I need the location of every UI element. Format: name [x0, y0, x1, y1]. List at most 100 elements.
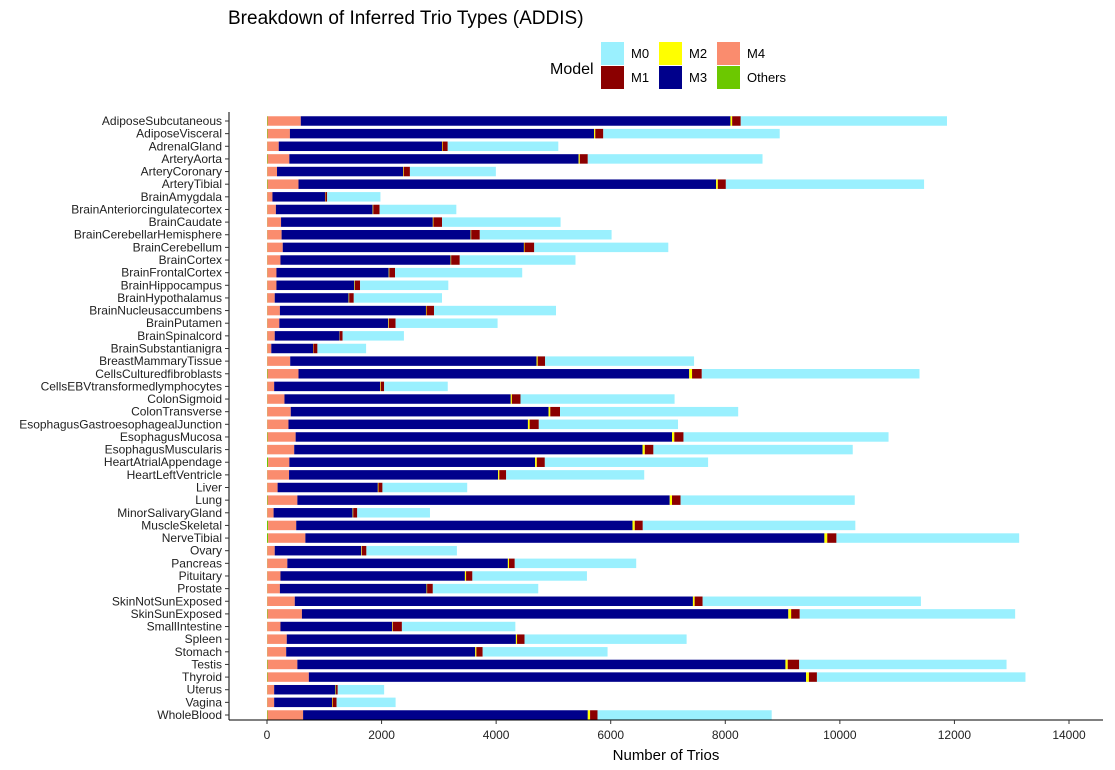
bar-brainanteriorcingulatecortex-m1 — [373, 204, 380, 215]
bar-adrenalgland-m0 — [447, 141, 559, 152]
bar-spleen-m2 — [515, 634, 518, 644]
y-tick-label-colontransverse: ColonTransverse — [131, 405, 222, 419]
bar-nervetibial-others — [267, 533, 269, 543]
bar-minorsalivarygland-m2 — [352, 508, 354, 518]
bar-prostate-m1 — [427, 583, 433, 594]
bar-cellsebvtransformedlymphocytes-m0 — [384, 381, 448, 392]
bar-breastmammarytissue-m3 — [290, 356, 537, 366]
bar-skinnotsunexposed-m3 — [294, 596, 693, 606]
legend-label-m2: M2 — [689, 46, 707, 61]
bar-vagina-m1 — [332, 697, 337, 708]
bar-arterytibial-others — [267, 179, 268, 189]
y-tick-label-arterytibial: ArteryTibial — [162, 177, 222, 191]
bar-vagina-m4 — [267, 697, 275, 708]
y-tick-label-vagina: Vagina — [186, 695, 223, 709]
bar-uterus-m4 — [267, 684, 275, 695]
bar-arteryaorta-m2 — [578, 154, 580, 164]
bar-uterus-m3 — [274, 684, 336, 695]
bar-esophagusmucosa-m0 — [683, 432, 889, 442]
bar-braincerebellum-m0 — [534, 242, 669, 253]
bar-arterytibial-m2 — [716, 179, 718, 189]
bar-braincortex-m3 — [280, 255, 451, 265]
bar-wholeblood-m2 — [587, 710, 591, 720]
x-tick-label-2000: 2000 — [368, 728, 395, 742]
bar-heartatrialappendage-m1 — [536, 457, 545, 467]
bar-esophagusgastroesophagealjunction-m2 — [527, 419, 530, 430]
y-tick-label-arterycoronary: ArteryCoronary — [141, 165, 222, 179]
bar-brainputamen-m2 — [388, 318, 389, 328]
bar-nervetibial-m4 — [268, 533, 306, 543]
bar-pancreas-m2 — [507, 558, 510, 569]
bar-braincerebellarhemisphere-m1 — [471, 230, 480, 240]
bar-brainsubstantianigra-m4 — [267, 343, 272, 354]
bar-skinnotsunexposed-m4 — [267, 596, 295, 606]
bar-ovary-m1 — [361, 545, 367, 556]
y-tick-label-smallintestine: SmallIntestine — [147, 620, 223, 634]
bar-lung-m0 — [680, 495, 855, 505]
legend-swatch-m0 — [601, 42, 624, 65]
bar-brainspinalcord-m1 — [339, 331, 343, 341]
bar-brainhippocampus-m2 — [354, 280, 355, 291]
bar-esophagusmucosa-others — [267, 432, 268, 442]
bar-adiposevisceral-m0 — [603, 128, 780, 139]
y-tick-label-brainhypothalamus: BrainHypothalamus — [117, 291, 222, 305]
bar-arterycoronary-m0 — [409, 166, 496, 177]
bar-adiposesubcutaneous-others — [267, 116, 268, 126]
bar-muscleskeletal-m0 — [642, 520, 856, 531]
y-tick-label-cellsculturedfibroblasts: CellsCulturedfibroblasts — [95, 367, 222, 381]
bar-adiposesubcutaneous-m2 — [730, 116, 733, 126]
y-tick-label-adrenalgland: AdrenalGland — [149, 139, 222, 153]
bar-breastmammarytissue-m0 — [545, 356, 695, 366]
y-tick-label-liver: Liver — [196, 481, 222, 495]
bar-ovary-m4 — [267, 545, 275, 556]
bar-liver-m0 — [382, 482, 468, 493]
bar-liver-m3 — [277, 482, 378, 493]
bar-wholeblood-m1 — [590, 710, 598, 720]
bar-arterytibial-m1 — [717, 179, 726, 189]
bar-brainhypothalamus-m1 — [349, 293, 354, 303]
y-tick-label-arteryaorta: ArteryAorta — [161, 152, 222, 166]
bar-testis-m3 — [297, 659, 786, 670]
bar-wholeblood-m3 — [303, 710, 588, 720]
bar-heartleftventricle-m2 — [498, 470, 500, 480]
chart-title: Breakdown of Inferred Trio Types (ADDIS) — [228, 8, 584, 29]
bar-vagina-m2 — [332, 697, 333, 708]
legend-swatch-others — [717, 66, 740, 89]
bar-braincortex-m4 — [267, 255, 281, 265]
x-axis-title: Number of Trios — [613, 747, 720, 764]
bar-esophagusmucosa-m1 — [674, 432, 684, 442]
bar-cellsculturedfibroblasts-m2 — [689, 369, 693, 379]
bar-uterus-m2 — [335, 684, 337, 695]
bar-testis-others — [267, 659, 268, 670]
bar-adrenalgland-m3 — [278, 141, 442, 152]
bar-brainhypothalamus-m4 — [267, 293, 275, 303]
bar-muscleskeletal-others — [267, 520, 269, 531]
bar-brainanteriorcingulatecortex-m2 — [372, 204, 374, 215]
bar-heartleftventricle-m4 — [267, 470, 290, 480]
bar-vagina-m3 — [274, 697, 333, 708]
legend-swatch-m1 — [601, 66, 624, 89]
bar-liver-m4 — [267, 482, 278, 493]
bar-prostate-m2 — [426, 583, 428, 594]
bar-stomach-m1 — [476, 647, 483, 657]
bar-brainnucleusaccumbens-m3 — [279, 305, 426, 316]
bar-brainhippocampus-m1 — [354, 280, 361, 291]
bar-testis-m4 — [267, 659, 298, 670]
bar-colontransverse-m0 — [560, 406, 739, 417]
y-tick-label-cellsebvtransformedlymphocytes: CellsEBVtransformedlymphocytes — [41, 379, 222, 393]
bar-cellsculturedfibroblasts-m3 — [298, 369, 690, 379]
bar-pituitary-m4 — [267, 571, 281, 581]
bar-thyroid-m0 — [816, 672, 1026, 682]
bar-arterycoronary-m1 — [403, 166, 410, 177]
bar-pancreas-m1 — [509, 558, 515, 569]
bar-brainfrontalcortex-m4 — [267, 267, 277, 278]
y-tick-label-esophagusmuscularis: EsophagusMuscularis — [105, 443, 222, 457]
legend-items: M0 M1 M2 M3 M4 Others — [601, 42, 787, 89]
bar-thyroid-m2 — [806, 672, 809, 682]
bar-braincerebellarhemisphere-m3 — [281, 230, 471, 240]
bar-adrenalgland-m2 — [442, 141, 443, 152]
bar-brainfrontalcortex-m3 — [276, 267, 389, 278]
legend-swatch-m4 — [717, 42, 740, 65]
y-tick-label-colonsigmoid: ColonSigmoid — [147, 392, 222, 406]
bar-brainspinalcord-m3 — [274, 331, 340, 341]
